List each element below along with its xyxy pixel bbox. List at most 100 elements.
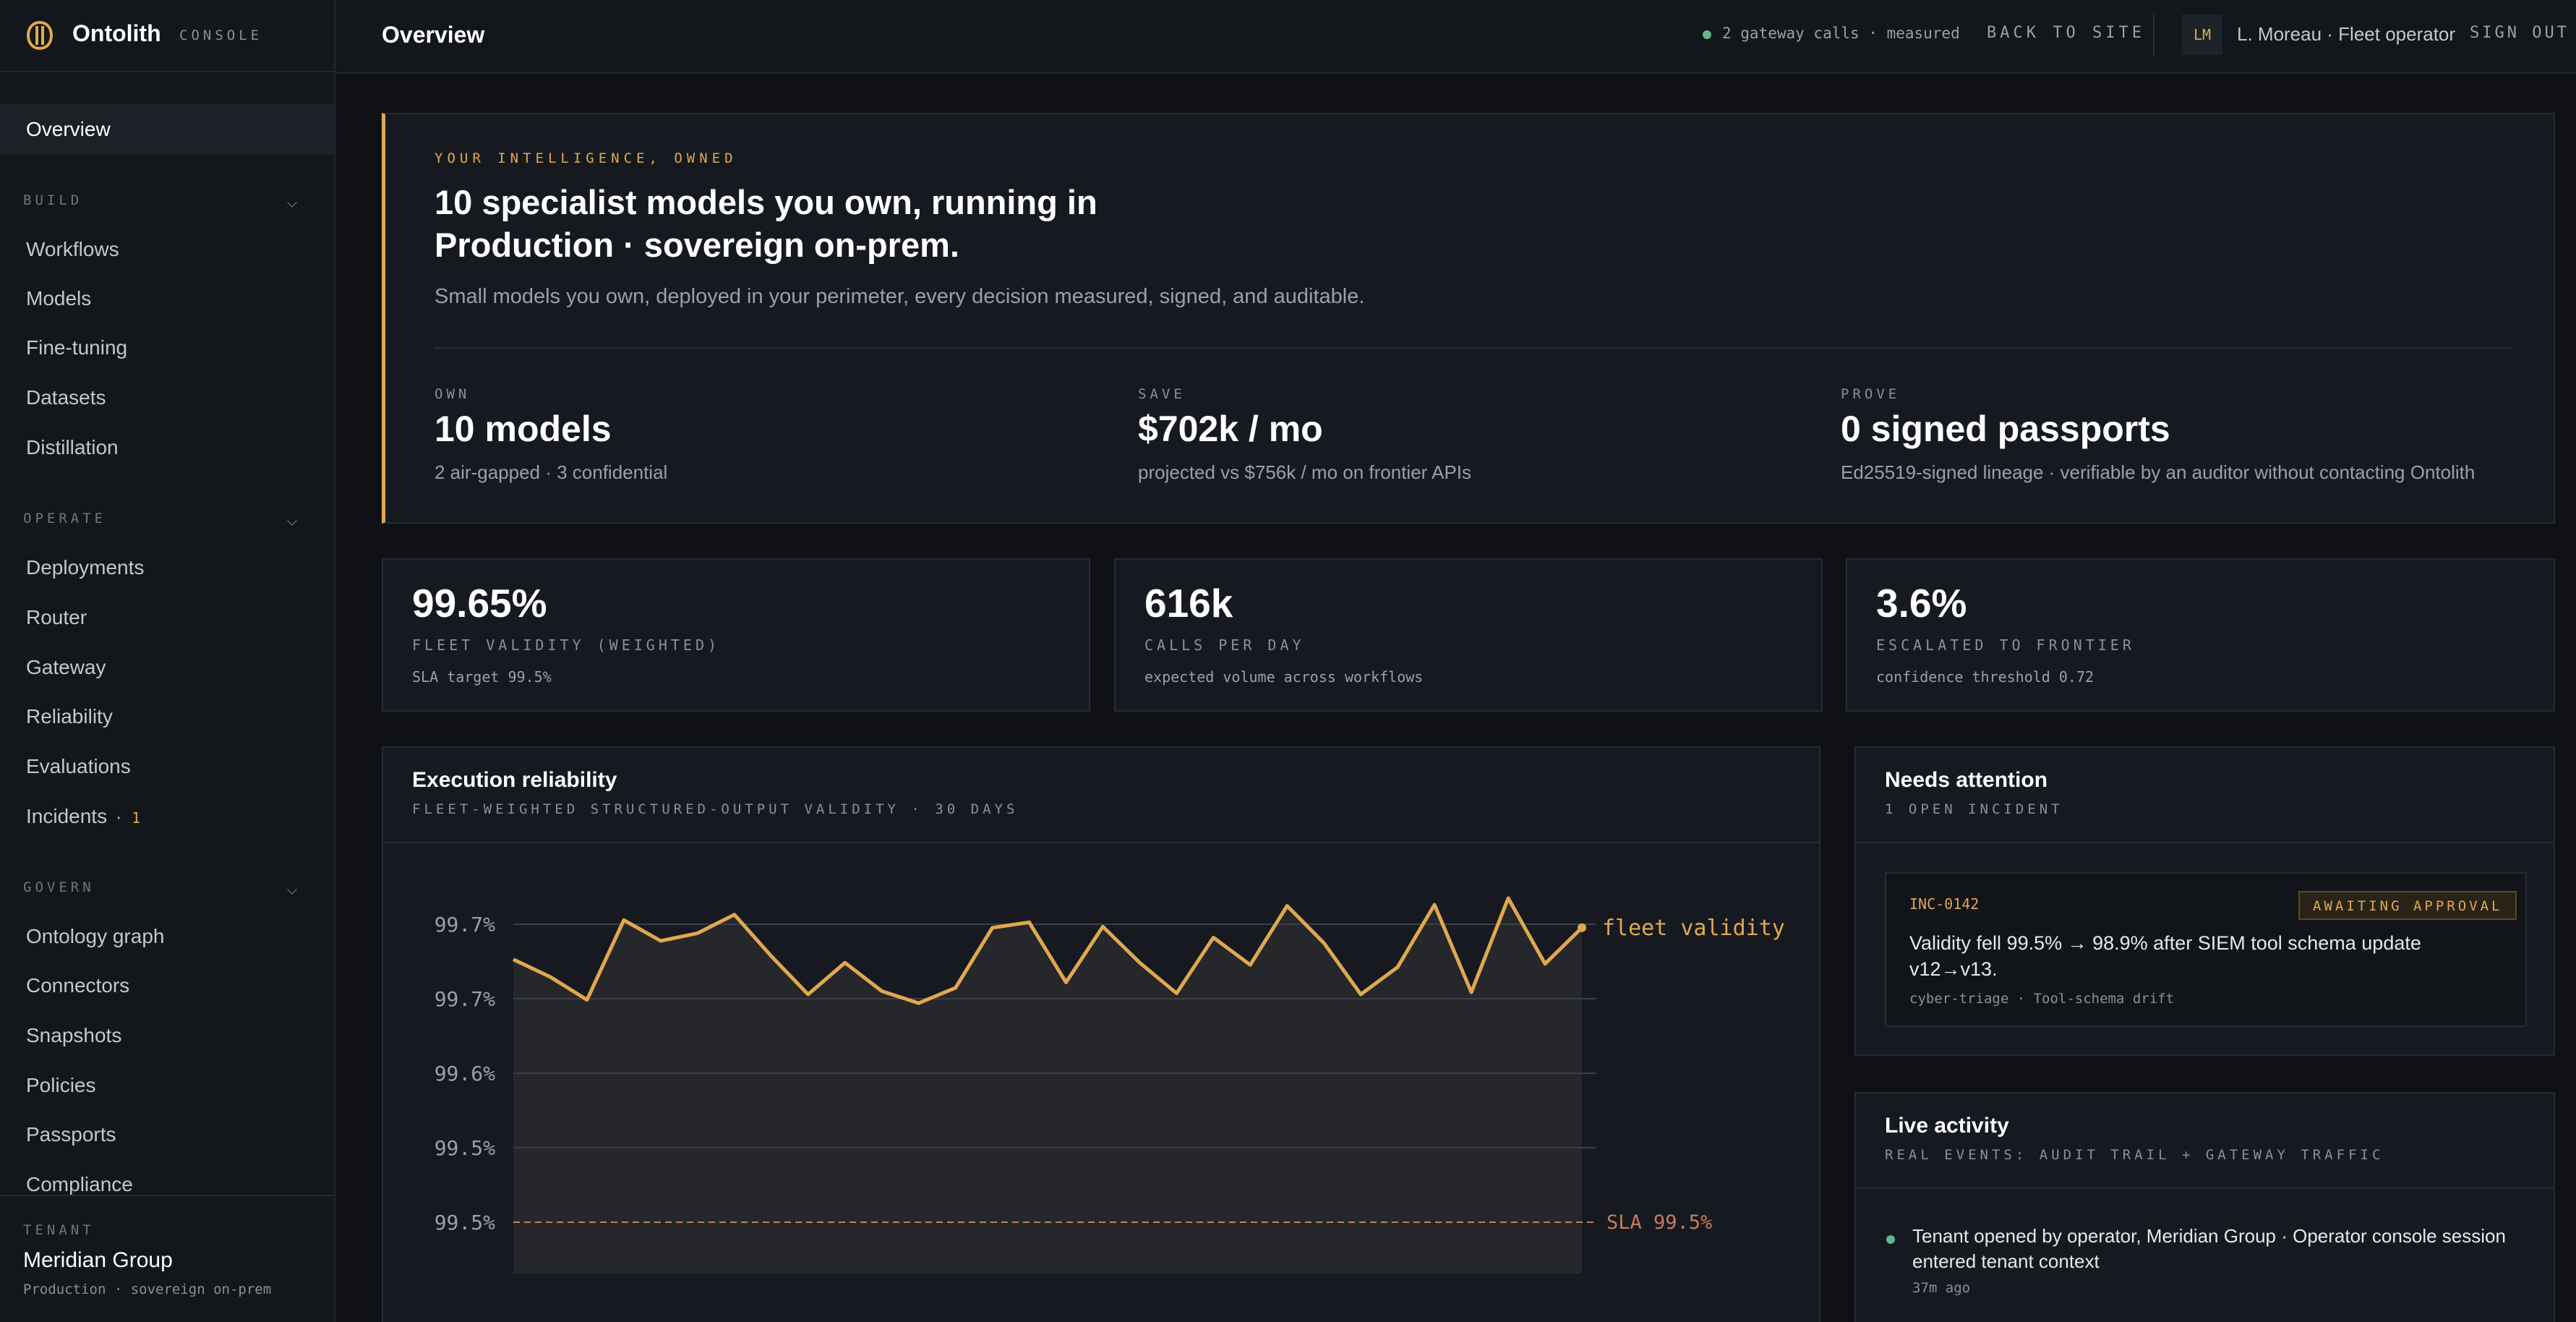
divider	[435, 347, 2511, 349]
brand-name: Ontolith	[72, 20, 161, 46]
execution-reliability-panel: Execution reliability FLEET-WEIGHTED STR…	[382, 746, 1820, 1322]
nav-section-govern: GOVERN	[23, 879, 95, 895]
kpi-label: ESCALATED TO FRONTIER	[1876, 636, 2135, 654]
kpi-value: 99.65%	[412, 581, 547, 626]
series-line-fleet-validity	[512, 896, 1583, 1005]
sidebar: Ontolith CONSOLE Overview BUILD Workflow…	[0, 0, 335, 1322]
divider	[1856, 842, 2554, 843]
nav-section-operate: OPERATE	[23, 511, 107, 526]
sidebar-item-label: Incidents	[26, 805, 108, 827]
needs-attention-panel: Needs attention 1 OPEN INCIDENT INC-0142…	[1854, 746, 2555, 1056]
stat-save-value: $702k / mo	[1138, 409, 1323, 449]
kpi-detail: confidence threshold 0.72	[1876, 668, 2094, 686]
activity-event[interactable]: Tenant opened by operator, Meridian Grou…	[1912, 1225, 2506, 1272]
chevron-down-icon[interactable]	[287, 197, 297, 208]
stat-own-label: OWN	[435, 386, 471, 402]
hero-title: 10 specialist models you own, running in…	[435, 183, 1097, 264]
kpi-card-escalated[interactable]: 3.6% ESCALATED TO FRONTIER confidence th…	[1846, 558, 2555, 712]
chevron-down-icon[interactable]	[287, 516, 297, 526]
sidebar-item-snapshots[interactable]: Snapshots	[26, 1024, 122, 1046]
divider	[383, 842, 1819, 843]
ontolith-logo-icon	[26, 21, 54, 50]
area-fill	[513, 898, 1582, 1274]
sidebar-item-evaluations[interactable]: Evaluations	[26, 755, 131, 777]
brand-tag: CONSOLE	[179, 27, 263, 43]
sidebar-item-passports[interactable]: Passports	[26, 1123, 116, 1146]
activity-timestamp: 37m ago	[1912, 1280, 1971, 1296]
stat-own-detail: 2 air-gapped · 3 confidential	[435, 461, 668, 483]
kpi-detail: SLA target 99.5%	[412, 668, 552, 686]
tenant-label: TENANT	[23, 1222, 95, 1238]
y-tick-label: 99.5%	[435, 1136, 495, 1160]
sidebar-item-distillation[interactable]: Distillation	[26, 436, 119, 459]
live-activity-panel: Live activity REAL EVENTS: AUDIT TRAIL +…	[1854, 1092, 2555, 1322]
sign-out-button[interactable]: SIGN OUT	[2470, 24, 2569, 42]
sla-label: SLA 99.5%	[1606, 1211, 1712, 1234]
tenant-switcher[interactable]: TENANT Meridian Group Production · sover…	[0, 1195, 334, 1322]
panel-title: Live activity	[1885, 1114, 2009, 1138]
gateway-status: 2 gateway calls · measured	[1722, 25, 1960, 42]
stat-save-detail: projected vs $756k / mo on frontier APIs	[1138, 461, 1472, 483]
status-dot-icon	[1703, 30, 1711, 39]
nav-section-build: BUILD	[23, 192, 83, 208]
kpi-value: 3.6%	[1876, 581, 1967, 626]
tenant-name: Meridian Group	[23, 1248, 173, 1272]
page-title: Overview	[382, 22, 485, 48]
hero-summary: YOUR INTELLIGENCE, OWNED 10 specialist m…	[382, 113, 2555, 524]
avatar[interactable]: LM	[2182, 14, 2222, 55]
y-tick-label: 99.7%	[435, 913, 495, 937]
kpi-label: FLEET VALIDITY (WEIGHTED)	[412, 636, 721, 654]
divider	[2153, 14, 2154, 56]
series-label: fleet validity	[1602, 916, 1785, 941]
panel-title: Needs attention	[1885, 768, 2048, 792]
sidebar-item-policies[interactable]: Policies	[26, 1074, 96, 1096]
kpi-card-calls-per-day[interactable]: 616k CALLS PER DAY expected volume acros…	[1114, 558, 1823, 712]
hero-eyebrow: YOUR INTELLIGENCE, OWNED	[435, 150, 737, 166]
stat-prove-value: 0 signed passports	[1841, 409, 2170, 449]
sidebar-item-workflows[interactable]: Workflows	[26, 238, 119, 260]
incident-count-badge: · 1	[114, 809, 141, 827]
kpi-detail: expected volume across workflows	[1144, 668, 1424, 686]
kpi-label: CALLS PER DAY	[1144, 636, 1305, 654]
panel-subtitle: FLEET-WEIGHTED STRUCTURED-OUTPUT VALIDIT…	[412, 801, 1019, 817]
data-point	[1578, 923, 1586, 932]
brand-header: Ontolith CONSOLE	[0, 0, 334, 72]
sidebar-item-models[interactable]: Models	[26, 287, 92, 310]
top-bar: Overview 2 gateway calls · measured BACK…	[335, 0, 2576, 74]
panel-subtitle: 1 OPEN INCIDENT	[1885, 801, 2063, 817]
stat-prove-label: PROVE	[1841, 386, 1901, 402]
stat-own-value: 10 models	[435, 409, 612, 449]
sidebar-item-reliability[interactable]: Reliability	[26, 705, 113, 728]
y-tick-label: 99.6%	[435, 1062, 495, 1086]
incident-card[interactable]: INC-0142 AWAITING APPROVAL Validity fell…	[1885, 872, 2527, 1027]
sidebar-item-overview[interactable]: Overview	[0, 104, 334, 155]
stat-save-label: SAVE	[1138, 386, 1186, 402]
back-to-site-link[interactable]: BACK TO SITE	[1987, 24, 2145, 42]
incident-meta: cyber-triage · Tool-schema drift	[1909, 991, 2175, 1007]
user-name: L. Moreau · Fleet operator	[2237, 23, 2456, 45]
divider	[1856, 1187, 2554, 1189]
kpi-card-fleet-validity[interactable]: 99.65% FLEET VALIDITY (WEIGHTED) SLA tar…	[382, 558, 1090, 712]
status-badge: AWAITING APPROVAL	[2298, 891, 2517, 920]
hero-subtitle: Small models you own, deployed in your p…	[435, 285, 1365, 308]
sidebar-item-incidents[interactable]: Incidents · 1	[0, 791, 334, 842]
y-tick-label: 99.7%	[435, 987, 495, 1011]
kpi-value: 616k	[1144, 581, 1233, 626]
panel-title: Execution reliability	[412, 768, 617, 792]
sidebar-item-deployments[interactable]: Deployments	[26, 556, 145, 579]
sidebar-item-ontology-graph[interactable]: Ontology graph	[26, 925, 165, 947]
y-tick-label: 99.5%	[435, 1211, 495, 1234]
sidebar-item-fine-tuning[interactable]: Fine-tuning	[26, 336, 128, 359]
panel-subtitle: REAL EVENTS: AUDIT TRAIL + GATEWAY TRAFF…	[1885, 1147, 2384, 1163]
sidebar-item-connectors[interactable]: Connectors	[26, 974, 130, 997]
sidebar-item-gateway[interactable]: Gateway	[26, 656, 106, 678]
stat-prove-detail: Ed25519-signed lineage · verifiable by a…	[1841, 461, 2476, 483]
tenant-environment: Production · sovereign on-prem	[23, 1282, 272, 1297]
sidebar-item-router[interactable]: Router	[26, 606, 87, 628]
reliability-chart: 99.7% 99.7% 99.6% 99.5% 99.5% SLA 99.5% fleet …	[435, 896, 1785, 1274]
chevron-down-icon[interactable]	[287, 884, 297, 895]
incident-description: Validity fell 99.5% → 98.9% after SIEM t…	[1909, 932, 2421, 980]
sidebar-item-compliance[interactable]: Compliance	[26, 1173, 133, 1195]
incident-id: INC-0142	[1909, 895, 1980, 913]
sidebar-item-datasets[interactable]: Datasets	[26, 386, 106, 409]
